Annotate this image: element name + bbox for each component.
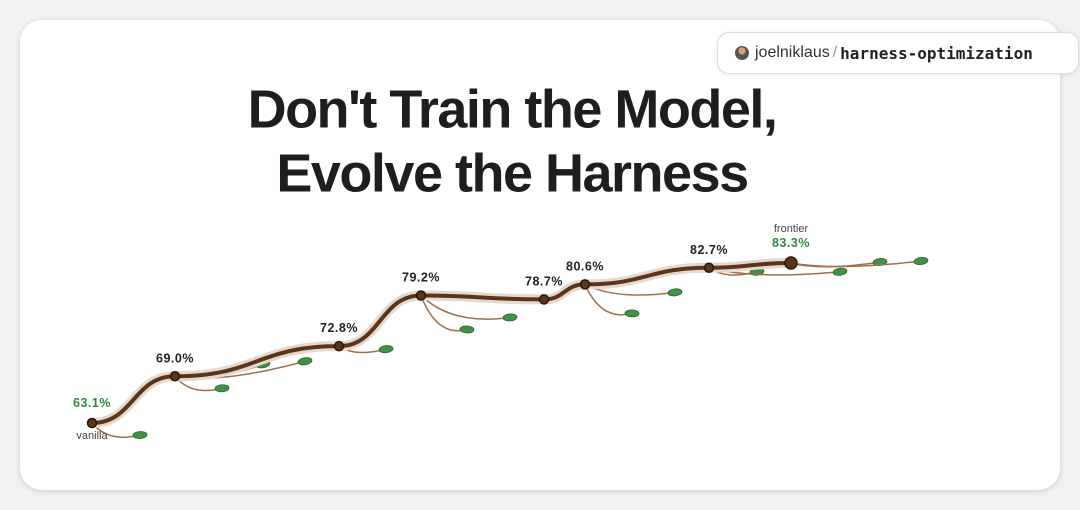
node <box>86 417 98 429</box>
leaf <box>132 431 148 439</box>
leaf <box>297 357 313 366</box>
value-label: 82.7% <box>690 243 728 257</box>
value-label: 78.7% <box>525 274 563 288</box>
user: joelniklaus <box>755 44 830 61</box>
annotation: frontier <box>774 223 809 235</box>
value-label: 79.2% <box>402 270 440 284</box>
leaf <box>214 384 230 393</box>
separator: / <box>832 44 838 61</box>
leaf <box>378 345 394 354</box>
node <box>415 290 427 301</box>
value-label: 72.8% <box>320 321 358 335</box>
value-label: 63.1% <box>73 396 111 410</box>
leaf <box>502 313 518 322</box>
value-label: 83.3% <box>772 236 810 250</box>
node <box>333 340 345 352</box>
trunk-line <box>90 261 793 425</box>
value-label: 80.6% <box>566 259 604 273</box>
card <box>20 20 1060 490</box>
title-line: Evolve the Harness <box>276 143 747 203</box>
node <box>784 256 798 270</box>
trunk-halo <box>87 258 796 428</box>
repo: harness-optimization <box>840 43 1033 63</box>
title-line: Don't Train the Model, <box>248 79 777 139</box>
node <box>169 371 181 382</box>
branch <box>420 294 511 320</box>
node <box>703 262 715 274</box>
leaf <box>832 267 848 276</box>
leaf <box>459 325 475 334</box>
leaf <box>913 256 929 266</box>
leaf <box>624 309 640 318</box>
node <box>579 279 591 290</box>
branch <box>790 260 922 268</box>
avatar <box>735 46 749 60</box>
node <box>538 294 550 305</box>
annotation: vanilla <box>76 430 108 442</box>
leaf <box>667 288 683 297</box>
repo-badge[interactable]: joelniklaus / harness-optimization <box>717 32 1079 74</box>
value-label: 69.0% <box>156 351 194 365</box>
